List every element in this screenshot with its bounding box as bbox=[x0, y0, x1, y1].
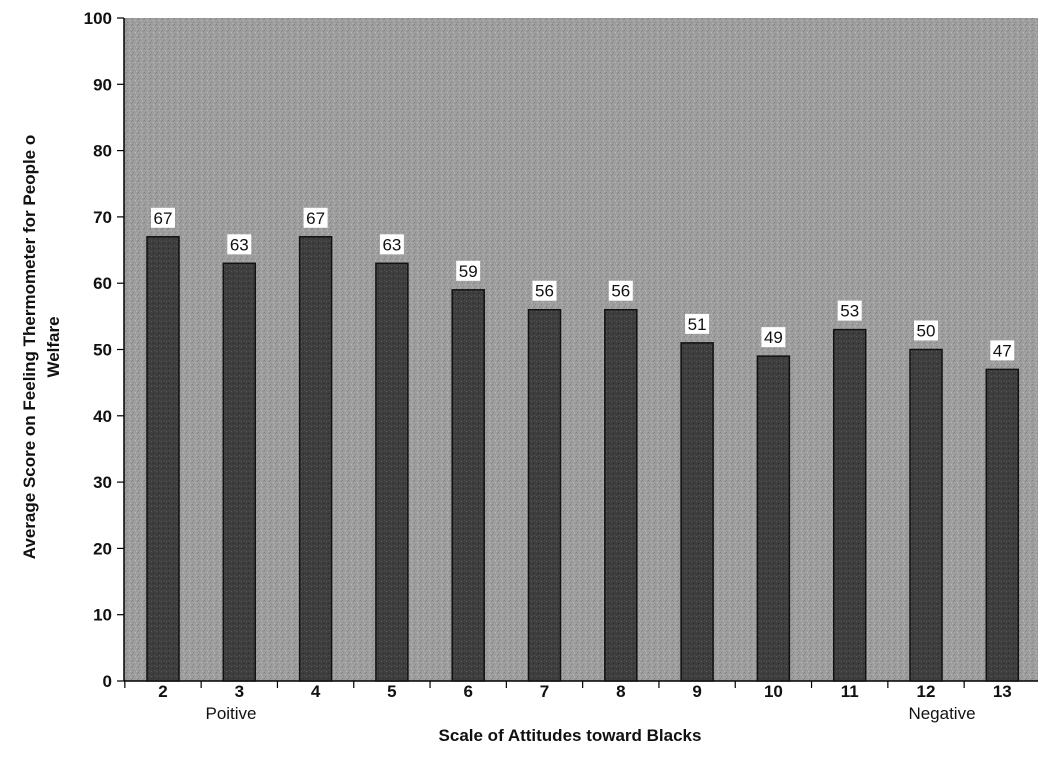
data-label-box bbox=[456, 260, 481, 281]
data-label-box bbox=[227, 234, 252, 255]
y-tick-label: 80 bbox=[93, 142, 112, 161]
data-label-box bbox=[379, 234, 404, 255]
bar bbox=[375, 262, 409, 682]
data-label: 63 bbox=[230, 235, 249, 254]
data-label: 56 bbox=[535, 282, 554, 301]
plot-area bbox=[124, 18, 1038, 681]
data-label: 67 bbox=[154, 209, 173, 228]
y-tick-label: 10 bbox=[93, 606, 112, 625]
data-label-box bbox=[532, 280, 557, 301]
bar bbox=[909, 348, 943, 682]
bar bbox=[985, 368, 1020, 682]
x-annotation-right: Negative bbox=[908, 704, 975, 723]
data-label: 49 bbox=[764, 328, 783, 347]
bar bbox=[832, 328, 867, 682]
x-tick-label: 12 bbox=[917, 682, 936, 701]
data-label: 67 bbox=[306, 209, 325, 228]
data-label: 50 bbox=[917, 322, 936, 341]
data-label: 56 bbox=[611, 282, 630, 301]
y-tick-label: 20 bbox=[93, 539, 112, 558]
y-axis: 0 10 20 30 40 50 60 70 80 90 100 bbox=[84, 9, 125, 691]
y-tick-label: 0 bbox=[103, 672, 112, 691]
data-label-box bbox=[685, 313, 710, 334]
x-tick-label: 11 bbox=[841, 682, 859, 701]
data-labels: 67 63 67 63 59 56 56 51 49 53 50 47 bbox=[151, 207, 1015, 361]
y-tick-label: 70 bbox=[93, 208, 112, 227]
y-tick-label: 100 bbox=[84, 9, 112, 28]
data-label: 53 bbox=[840, 302, 859, 321]
bar bbox=[222, 262, 257, 682]
x-tick-label: 9 bbox=[692, 682, 701, 701]
x-tick-label: 4 bbox=[311, 682, 321, 701]
bar bbox=[756, 355, 791, 682]
x-tick-label: 6 bbox=[463, 682, 472, 701]
y-tick-label: 60 bbox=[93, 274, 112, 293]
y-axis-title-line1: Average Score on Feeling Thermometer for… bbox=[20, 135, 39, 559]
data-label: 47 bbox=[993, 341, 1012, 360]
bar bbox=[604, 308, 638, 682]
data-label: 51 bbox=[688, 315, 707, 334]
bars bbox=[146, 236, 1020, 682]
data-label-box bbox=[608, 280, 633, 301]
x-tick-label: 7 bbox=[540, 682, 549, 701]
y-tick-label: 40 bbox=[93, 407, 112, 426]
data-label: 59 bbox=[459, 262, 478, 281]
y-axis-title-line2: Welfare bbox=[44, 316, 63, 377]
data-label-box bbox=[151, 207, 175, 228]
x-axis: 2 3 4 5 6 7 8 9 10 11 12 13 bbox=[124, 680, 1038, 701]
data-label: 63 bbox=[382, 235, 401, 254]
y-tick-label: 30 bbox=[93, 473, 112, 492]
x-tick-label: 2 bbox=[158, 682, 167, 701]
x-annotation-left: Poitive bbox=[205, 704, 256, 723]
y-tick-label: 50 bbox=[93, 341, 112, 360]
x-tick-label: 5 bbox=[387, 682, 396, 701]
bar bbox=[680, 342, 714, 682]
data-label-box bbox=[761, 327, 786, 348]
bar bbox=[451, 289, 485, 682]
x-axis-title: Scale of Attitudes toward Blacks bbox=[439, 726, 702, 745]
y-tick-label: 90 bbox=[93, 75, 112, 94]
data-label-box bbox=[303, 207, 328, 228]
data-label-box bbox=[990, 340, 1015, 361]
data-label-box bbox=[914, 320, 938, 341]
x-tick-label: 10 bbox=[764, 682, 783, 701]
bar bbox=[298, 236, 333, 682]
bar bbox=[527, 308, 562, 682]
x-tick-label: 13 bbox=[993, 682, 1012, 701]
bar bbox=[146, 236, 180, 682]
x-tick-label: 8 bbox=[616, 682, 625, 701]
x-tick-label: 3 bbox=[235, 682, 244, 701]
data-label-box bbox=[837, 300, 862, 321]
